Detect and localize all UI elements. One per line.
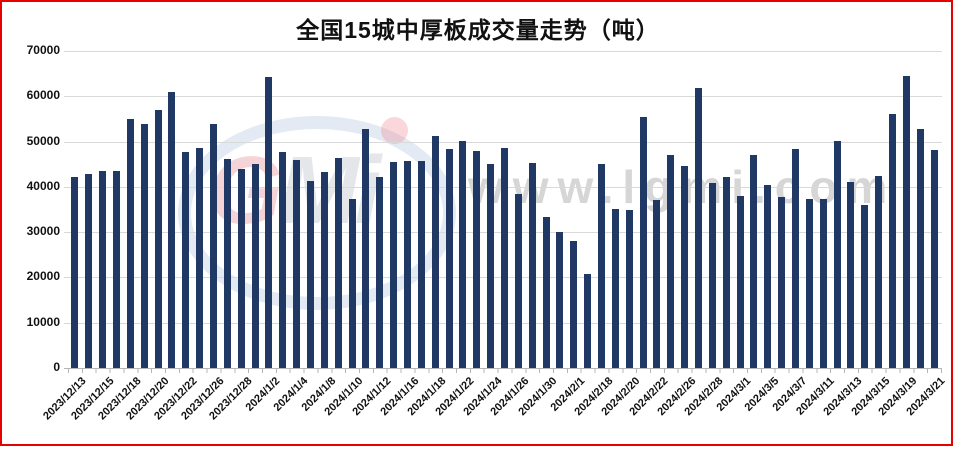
bar-2024/1/12 (376, 177, 384, 368)
bar-2024/3/19 (902, 76, 910, 368)
bar-2024/1/26 (514, 194, 522, 368)
bar (417, 161, 425, 368)
bar-2023/12/26 (210, 124, 217, 368)
bar-2024/2/20 (625, 210, 633, 368)
bar (584, 274, 592, 368)
bar-2024/3/7 (792, 149, 799, 368)
bar-2024/2/28 (708, 183, 716, 368)
bar-2023/12/22 (182, 152, 190, 368)
bar (833, 141, 841, 368)
bar-2024/1/4 (293, 160, 301, 368)
bar (223, 159, 231, 368)
logo-dot-icon (381, 117, 408, 144)
bar-2024/1/22 (459, 141, 467, 368)
bar-2024/1/16 (404, 161, 411, 368)
bar-2024/1/10 (348, 199, 356, 368)
bar-2024/3/13 (847, 182, 855, 368)
bar (362, 129, 370, 368)
bar (113, 171, 120, 368)
bar (85, 174, 93, 368)
bar (639, 117, 647, 368)
bar (805, 199, 813, 368)
bar (473, 151, 481, 368)
bar (556, 232, 564, 368)
bar (307, 181, 314, 368)
gridline (64, 96, 942, 97)
chart-title: 全国15城中厚板成交量走势（吨） (296, 17, 660, 43)
bar (916, 129, 924, 368)
bar (528, 163, 536, 368)
bar (501, 148, 508, 368)
x-axis-line (64, 368, 942, 369)
bar (196, 148, 204, 368)
bar-2023/12/20 (154, 110, 162, 368)
bar-2024/3/11 (819, 199, 827, 368)
bar-2024/1/8 (320, 172, 328, 368)
gridline (64, 51, 942, 52)
bar (861, 205, 869, 368)
lgmi-logo-ellipse-watermark (178, 116, 456, 310)
bar (695, 88, 702, 368)
bar (445, 149, 453, 368)
bar-2024/3/1 (736, 196, 744, 368)
y-axis-tick-label: 20000 (26, 269, 60, 283)
bar-2024/2/1 (570, 241, 578, 368)
bar-2024/3/5 (764, 185, 772, 368)
bar (750, 155, 758, 368)
bar-2024/1/24 (487, 164, 495, 368)
bar (251, 164, 259, 368)
y-axis-tick-label: 40000 (26, 179, 60, 193)
bar-2024/1/18 (431, 136, 439, 368)
bar (889, 114, 896, 368)
bar-2023/12/28 (237, 169, 245, 368)
bar-2023/12/15 (99, 171, 107, 368)
y-axis-tick-label: 70000 (26, 43, 60, 57)
bar-2024/1/30 (542, 217, 550, 368)
bar-2024/2/26 (681, 166, 689, 368)
x-axis-tick-marks (68, 369, 942, 373)
bar-2024/1/2 (265, 77, 273, 368)
bar (778, 197, 786, 368)
bar-2024/2/18 (598, 164, 605, 368)
bar (390, 162, 398, 368)
bar-2023/12/18 (126, 119, 134, 368)
gridline (64, 142, 942, 143)
y-axis-tick-label: 10000 (26, 315, 60, 329)
y-axis-tick-label: 30000 (26, 224, 60, 238)
bar (140, 124, 148, 368)
bar (279, 152, 287, 368)
bar (611, 209, 619, 368)
bar (168, 92, 176, 368)
bar (334, 158, 342, 368)
bar (722, 177, 730, 368)
bar-2024/3/21 (930, 150, 938, 368)
y-axis-tick-label: 50000 (26, 134, 60, 148)
y-axis-tick-label: 60000 (26, 88, 60, 102)
bar-2023/12/13 (71, 177, 79, 368)
bar-2024/3/15 (875, 176, 883, 368)
y-axis-tick-label: 0 (53, 360, 60, 374)
bar-2024/2/22 (653, 200, 661, 368)
bar (667, 155, 675, 368)
